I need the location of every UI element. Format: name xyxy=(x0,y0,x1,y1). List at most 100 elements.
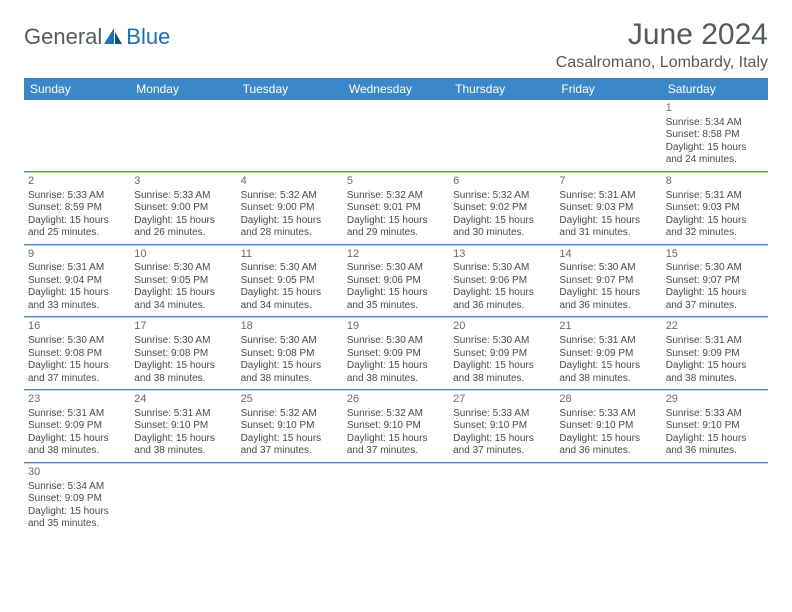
sunset-text: Sunset: 9:10 PM xyxy=(666,420,764,433)
sunrise-text: Sunrise: 5:33 AM xyxy=(666,408,764,421)
calendar-empty-cell xyxy=(343,100,449,171)
day-number: 27 xyxy=(453,393,551,407)
daylight-text: Daylight: 15 hours xyxy=(28,360,126,373)
daylight-text: Daylight: 15 hours xyxy=(134,433,232,446)
calendar-day-cell: 15Sunrise: 5:30 AMSunset: 9:07 PMDayligh… xyxy=(662,245,768,317)
day-number: 11 xyxy=(241,248,339,262)
calendar-week-row: 9Sunrise: 5:31 AMSunset: 9:04 PMDaylight… xyxy=(24,245,768,318)
daylight-text: and 38 minutes. xyxy=(134,373,232,386)
sunset-text: Sunset: 9:10 PM xyxy=(559,420,657,433)
weekday-label: Wednesday xyxy=(343,78,449,100)
day-number: 2 xyxy=(28,175,126,189)
calendar-week-row: 30Sunrise: 5:34 AMSunset: 9:09 PMDayligh… xyxy=(24,463,768,535)
sunrise-text: Sunrise: 5:30 AM xyxy=(134,262,232,275)
sunrise-text: Sunrise: 5:30 AM xyxy=(559,262,657,275)
calendar-day-cell: 25Sunrise: 5:32 AMSunset: 9:10 PMDayligh… xyxy=(237,390,343,462)
sunrise-text: Sunrise: 5:32 AM xyxy=(347,190,445,203)
sunset-text: Sunset: 9:09 PM xyxy=(347,348,445,361)
day-number: 8 xyxy=(666,175,764,189)
calendar-day-cell: 19Sunrise: 5:30 AMSunset: 9:09 PMDayligh… xyxy=(343,317,449,389)
day-number: 7 xyxy=(559,175,657,189)
calendar-body: 1Sunrise: 5:34 AMSunset: 8:58 PMDaylight… xyxy=(24,100,768,535)
sunset-text: Sunset: 9:03 PM xyxy=(666,202,764,215)
day-number: 20 xyxy=(453,320,551,334)
calendar-empty-cell xyxy=(662,463,768,535)
daylight-text: Daylight: 15 hours xyxy=(453,433,551,446)
day-number: 15 xyxy=(666,248,764,262)
sunset-text: Sunset: 9:02 PM xyxy=(453,202,551,215)
day-number: 4 xyxy=(241,175,339,189)
calendar-empty-cell xyxy=(237,463,343,535)
calendar-day-cell: 11Sunrise: 5:30 AMSunset: 9:05 PMDayligh… xyxy=(237,245,343,317)
calendar-week-row: 2Sunrise: 5:33 AMSunset: 8:59 PMDaylight… xyxy=(24,172,768,245)
calendar-empty-cell xyxy=(449,100,555,171)
daylight-text: and 37 minutes. xyxy=(28,373,126,386)
weekday-label: Friday xyxy=(555,78,661,100)
day-number: 26 xyxy=(347,393,445,407)
daylight-text: and 37 minutes. xyxy=(453,445,551,458)
sunrise-text: Sunrise: 5:30 AM xyxy=(453,262,551,275)
sunset-text: Sunset: 9:01 PM xyxy=(347,202,445,215)
daylight-text: Daylight: 15 hours xyxy=(666,215,764,228)
daylight-text: Daylight: 15 hours xyxy=(28,506,126,519)
daylight-text: and 38 minutes. xyxy=(453,373,551,386)
sunrise-text: Sunrise: 5:32 AM xyxy=(241,408,339,421)
calendar-day-cell: 28Sunrise: 5:33 AMSunset: 9:10 PMDayligh… xyxy=(555,390,661,462)
calendar-day-cell: 21Sunrise: 5:31 AMSunset: 9:09 PMDayligh… xyxy=(555,317,661,389)
calendar-empty-cell xyxy=(555,100,661,171)
brand-logo: General Blue xyxy=(24,24,170,50)
daylight-text: and 31 minutes. xyxy=(559,227,657,240)
daylight-text: Daylight: 15 hours xyxy=(453,215,551,228)
day-number: 14 xyxy=(559,248,657,262)
sunset-text: Sunset: 9:06 PM xyxy=(453,275,551,288)
calendar-day-cell: 7Sunrise: 5:31 AMSunset: 9:03 PMDaylight… xyxy=(555,172,661,244)
daylight-text: Daylight: 15 hours xyxy=(347,215,445,228)
sunrise-text: Sunrise: 5:30 AM xyxy=(453,335,551,348)
sunrise-text: Sunrise: 5:30 AM xyxy=(347,262,445,275)
calendar-empty-cell xyxy=(555,463,661,535)
day-number: 29 xyxy=(666,393,764,407)
calendar-week-row: 16Sunrise: 5:30 AMSunset: 9:08 PMDayligh… xyxy=(24,317,768,390)
sunrise-text: Sunrise: 5:32 AM xyxy=(453,190,551,203)
day-number: 28 xyxy=(559,393,657,407)
daylight-text: and 38 minutes. xyxy=(666,373,764,386)
sunrise-text: Sunrise: 5:34 AM xyxy=(28,481,126,494)
calendar-day-cell: 2Sunrise: 5:33 AMSunset: 8:59 PMDaylight… xyxy=(24,172,130,244)
sail-icon xyxy=(102,26,124,51)
sunset-text: Sunset: 9:05 PM xyxy=(134,275,232,288)
calendar-day-cell: 13Sunrise: 5:30 AMSunset: 9:06 PMDayligh… xyxy=(449,245,555,317)
daylight-text: and 36 minutes. xyxy=(559,300,657,313)
daylight-text: and 37 minutes. xyxy=(666,300,764,313)
sunset-text: Sunset: 9:00 PM xyxy=(241,202,339,215)
daylight-text: Daylight: 15 hours xyxy=(559,433,657,446)
daylight-text: Daylight: 15 hours xyxy=(559,360,657,373)
calendar: Sunday Monday Tuesday Wednesday Thursday… xyxy=(24,78,768,535)
sunrise-text: Sunrise: 5:31 AM xyxy=(134,408,232,421)
sunset-text: Sunset: 9:07 PM xyxy=(559,275,657,288)
daylight-text: and 28 minutes. xyxy=(241,227,339,240)
sunset-text: Sunset: 9:09 PM xyxy=(28,493,126,506)
sunset-text: Sunset: 9:05 PM xyxy=(241,275,339,288)
calendar-day-cell: 26Sunrise: 5:32 AMSunset: 9:10 PMDayligh… xyxy=(343,390,449,462)
daylight-text: Daylight: 15 hours xyxy=(559,287,657,300)
weekday-label: Thursday xyxy=(449,78,555,100)
sunset-text: Sunset: 9:09 PM xyxy=(559,348,657,361)
sunrise-text: Sunrise: 5:31 AM xyxy=(559,190,657,203)
daylight-text: Daylight: 15 hours xyxy=(241,360,339,373)
calendar-day-cell: 3Sunrise: 5:33 AMSunset: 9:00 PMDaylight… xyxy=(130,172,236,244)
calendar-day-cell: 1Sunrise: 5:34 AMSunset: 8:58 PMDaylight… xyxy=(662,100,768,171)
page-header: General Blue June 2024 Casalromano, Lomb… xyxy=(24,18,768,72)
brand-text-blue: Blue xyxy=(126,24,170,50)
daylight-text: and 38 minutes. xyxy=(134,445,232,458)
daylight-text: Daylight: 15 hours xyxy=(666,433,764,446)
calendar-day-cell: 9Sunrise: 5:31 AMSunset: 9:04 PMDaylight… xyxy=(24,245,130,317)
calendar-day-cell: 16Sunrise: 5:30 AMSunset: 9:08 PMDayligh… xyxy=(24,317,130,389)
sunset-text: Sunset: 9:08 PM xyxy=(28,348,126,361)
day-number: 12 xyxy=(347,248,445,262)
daylight-text: Daylight: 15 hours xyxy=(347,287,445,300)
daylight-text: Daylight: 15 hours xyxy=(453,287,551,300)
daylight-text: and 35 minutes. xyxy=(347,300,445,313)
sunrise-text: Sunrise: 5:34 AM xyxy=(666,117,764,130)
daylight-text: and 34 minutes. xyxy=(241,300,339,313)
calendar-day-cell: 29Sunrise: 5:33 AMSunset: 9:10 PMDayligh… xyxy=(662,390,768,462)
